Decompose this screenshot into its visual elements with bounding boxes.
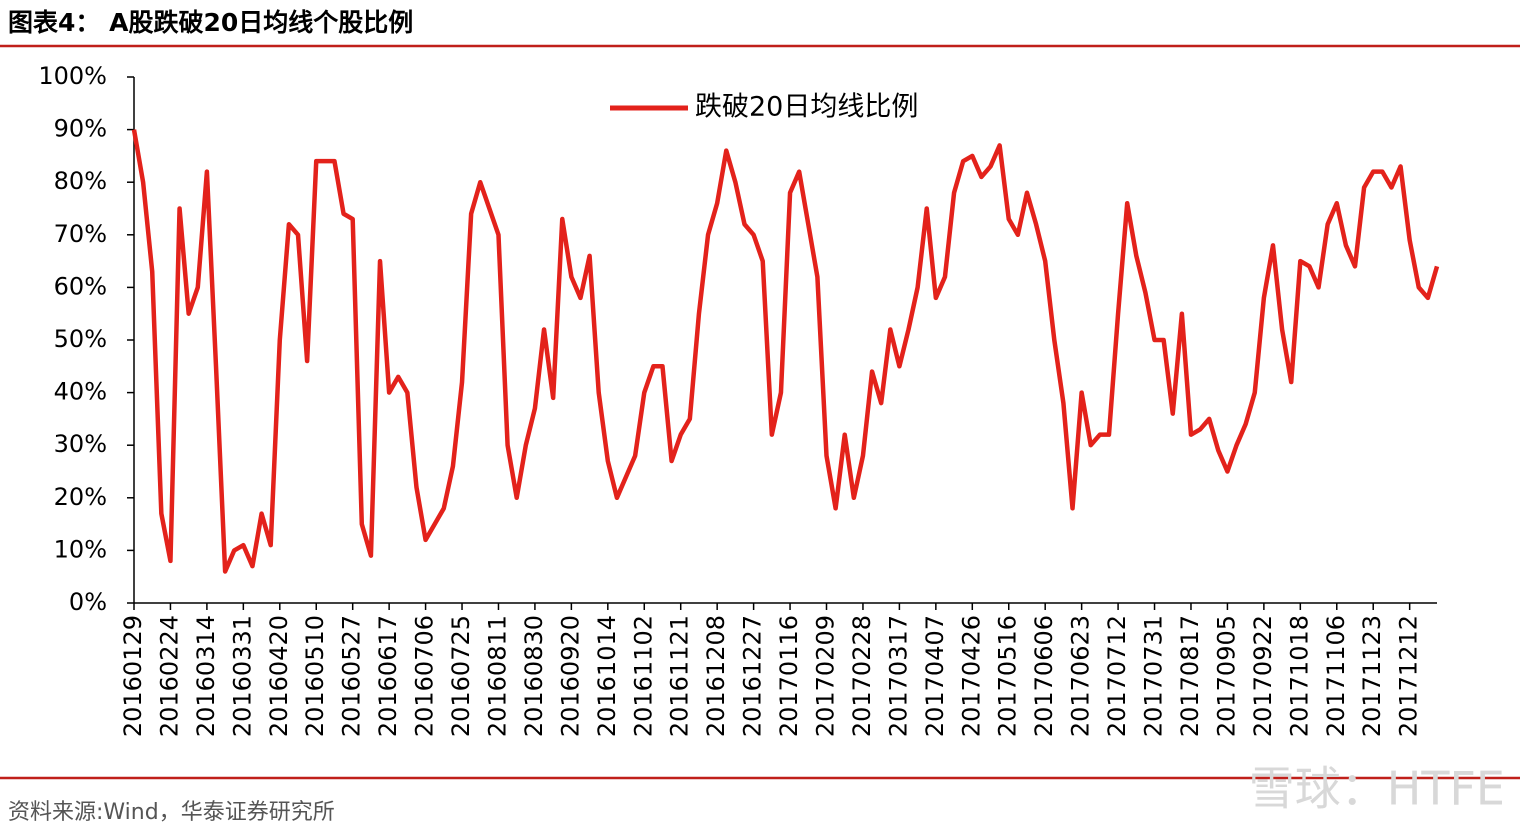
x-tick-label: 20160527 — [338, 615, 366, 737]
y-tick-label: 60% — [54, 272, 107, 300]
x-tick-label: 20171018 — [1285, 615, 1313, 737]
y-tick-label: 0% — [69, 588, 107, 616]
x-tick-label: 20170905 — [1212, 615, 1240, 737]
y-tick-label: 90% — [54, 115, 107, 143]
x-tick-label: 20161014 — [593, 615, 621, 737]
x-tick-label: 20161227 — [739, 615, 767, 737]
x-tick-label: 20160420 — [265, 615, 293, 737]
y-tick-label: 20% — [54, 483, 107, 511]
y-tick-label: 80% — [54, 167, 107, 195]
x-tick-label: 20161208 — [702, 615, 730, 737]
x-tick-label: 20161121 — [666, 615, 694, 737]
x-tick-label: 20160811 — [483, 615, 511, 737]
source-note: 资料来源:Wind，华泰证券研究所 — [8, 800, 335, 825]
x-tick-label: 20171123 — [1358, 615, 1386, 737]
x-tick-label: 20160830 — [520, 615, 548, 737]
y-tick-label: 40% — [54, 378, 107, 406]
x-tick-label: 20171212 — [1395, 615, 1423, 737]
x-tick-label: 20160129 — [119, 615, 147, 737]
x-tick-label: 20170228 — [848, 615, 876, 737]
x-tick-label: 20160510 — [301, 615, 329, 737]
x-tick-label: 20170623 — [1067, 615, 1095, 737]
x-tick-label: 20170606 — [1030, 615, 1058, 737]
watermark: 雪球：HTFE — [1249, 762, 1505, 816]
legend-label: 跌破20日均线比例 — [695, 92, 918, 123]
x-tick-label: 20170922 — [1249, 615, 1277, 737]
x-tick-label: 20170426 — [957, 615, 985, 737]
y-tick-label: 70% — [54, 220, 107, 248]
x-tick-label: 20170817 — [1176, 615, 1204, 737]
x-tick-label: 20160706 — [411, 615, 439, 737]
x-tick-label: 20160725 — [447, 615, 475, 737]
chart-title: 图表4： A股跌破20日均线个股比例 — [8, 8, 413, 37]
x-tick-label: 20160617 — [374, 615, 402, 737]
y-tick-label: 10% — [54, 535, 107, 563]
x-tick-label: 20161102 — [629, 615, 657, 737]
y-tick-label: 100% — [38, 62, 107, 90]
x-tick-label: 20170116 — [775, 615, 803, 737]
data-line — [131, 129, 1440, 574]
x-tick-label: 20160224 — [155, 615, 183, 737]
x-tick-label: 20160314 — [192, 615, 220, 737]
x-tick-label: 20160920 — [556, 615, 584, 737]
x-tick-label: 20170317 — [884, 615, 912, 737]
x-tick-label: 20160331 — [228, 615, 256, 737]
x-tick-label: 20171106 — [1322, 615, 1350, 737]
y-tick-label: 30% — [54, 430, 107, 458]
y-tick-label: 50% — [54, 325, 107, 353]
x-tick-label: 20170516 — [994, 615, 1022, 737]
x-tick-label: 20170712 — [1103, 615, 1131, 737]
x-tick-label: 20170407 — [921, 615, 949, 737]
x-tick-label: 20170731 — [1140, 615, 1168, 737]
x-tick-label: 20170209 — [812, 615, 840, 737]
